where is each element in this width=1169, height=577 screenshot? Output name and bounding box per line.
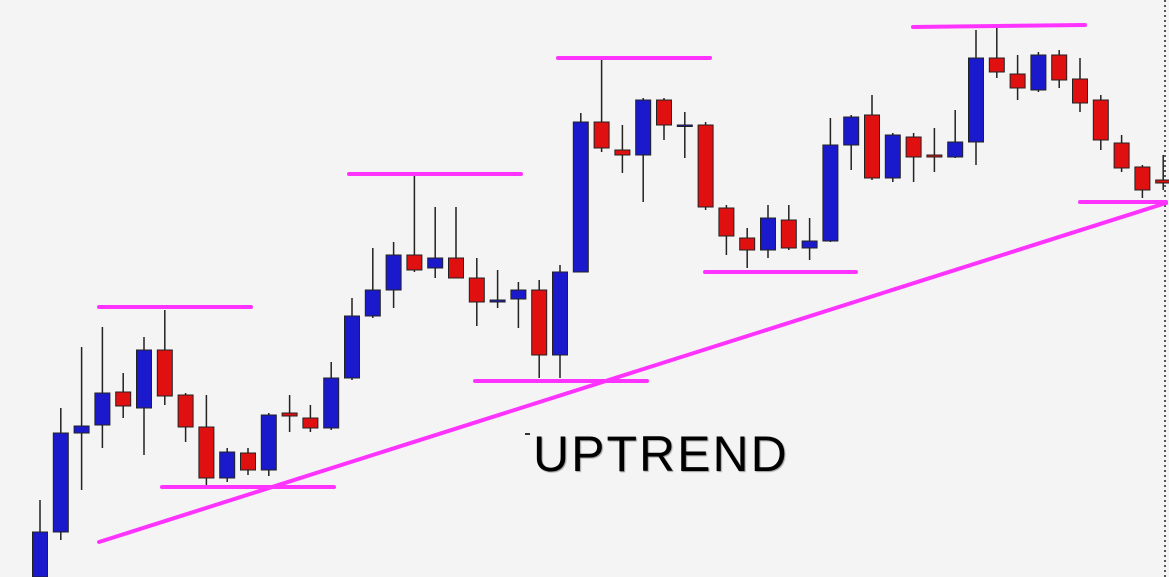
candle-body bbox=[1030, 54, 1047, 91]
candle-body bbox=[1072, 78, 1088, 104]
candle-body bbox=[302, 417, 319, 429]
candle-body bbox=[32, 531, 48, 577]
candle-body bbox=[94, 392, 111, 426]
candle-body bbox=[260, 414, 277, 471]
candle-body bbox=[968, 57, 984, 143]
candle-body bbox=[988, 57, 1005, 73]
candle-body bbox=[780, 219, 797, 249]
candle-body bbox=[884, 134, 901, 179]
candle-body bbox=[739, 237, 756, 251]
candle-body bbox=[947, 141, 964, 158]
candle-body bbox=[531, 289, 548, 356]
candle-body bbox=[1009, 73, 1026, 89]
candle-body bbox=[510, 289, 527, 300]
candle-body bbox=[156, 349, 173, 397]
candle-body bbox=[676, 124, 693, 127]
candle-body bbox=[822, 144, 839, 242]
candle-body bbox=[1113, 142, 1130, 169]
candle-body bbox=[614, 149, 631, 156]
candle-body bbox=[406, 254, 423, 271]
candle-body bbox=[198, 426, 215, 479]
candle-body bbox=[177, 394, 194, 428]
candle-body bbox=[468, 277, 485, 303]
candle-body bbox=[843, 116, 860, 146]
candle-body bbox=[1051, 54, 1068, 81]
candle-body bbox=[136, 349, 152, 409]
candles bbox=[32, 25, 1169, 577]
annotations bbox=[97, 23, 1168, 544]
candle-body bbox=[240, 452, 256, 471]
candle-body bbox=[281, 412, 298, 417]
candle-body bbox=[1134, 166, 1151, 191]
candle-body bbox=[697, 124, 714, 208]
candle-body bbox=[73, 425, 90, 434]
candle-body bbox=[1092, 99, 1109, 141]
candle-body bbox=[801, 240, 818, 249]
candle-body bbox=[905, 136, 922, 158]
candle-body bbox=[364, 289, 381, 317]
candle-body bbox=[323, 377, 340, 429]
candle-body bbox=[1155, 179, 1169, 184]
candle-body bbox=[593, 121, 610, 149]
candle-body bbox=[489, 299, 506, 303]
trend-line bbox=[97, 201, 1168, 544]
annotation-text: UPTREND bbox=[533, 426, 789, 482]
resistance-line bbox=[911, 23, 1087, 29]
candle-body bbox=[552, 271, 568, 356]
candle-body bbox=[115, 391, 132, 407]
candle-body bbox=[427, 257, 444, 269]
candle-body bbox=[656, 99, 672, 126]
candle-body bbox=[344, 315, 360, 379]
candle-body bbox=[385, 254, 402, 291]
candle-body bbox=[760, 217, 776, 251]
candle-body bbox=[926, 154, 943, 158]
candle-body bbox=[864, 114, 880, 179]
candle-body bbox=[572, 121, 589, 273]
candle-body bbox=[635, 99, 652, 156]
candle-body bbox=[718, 207, 735, 237]
candle-body bbox=[448, 257, 464, 279]
candle-body bbox=[219, 451, 236, 479]
candle-body bbox=[52, 432, 69, 533]
marker bbox=[525, 433, 530, 435]
